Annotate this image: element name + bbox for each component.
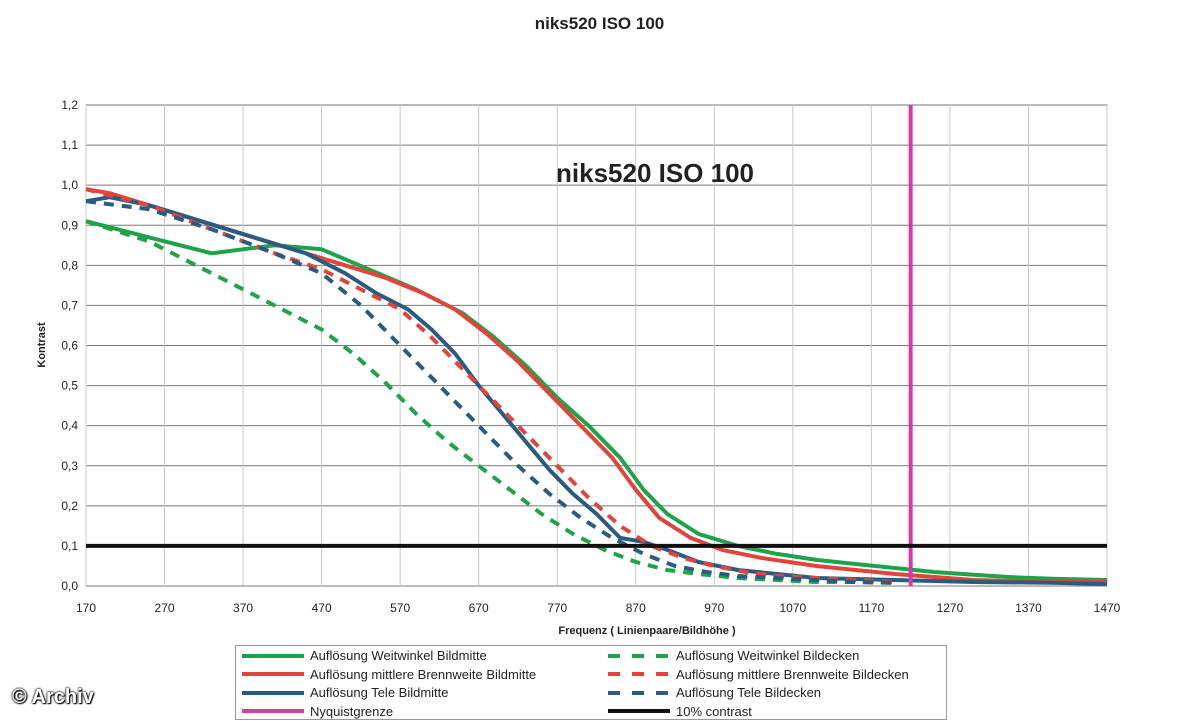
x-tick-label: 170 xyxy=(76,601,96,615)
legend-label: Auflösung Weitwinkel Bildmitte xyxy=(310,648,487,663)
y-tick-label: 0,1 xyxy=(61,539,78,553)
y-tick-label: 0,3 xyxy=(61,459,78,473)
x-tick-label: 1170 xyxy=(858,601,884,615)
y-tick-label: 1,1 xyxy=(61,138,78,152)
x-tick-label: 370 xyxy=(233,601,253,615)
legend-entry: Auflösung Tele Bildecken xyxy=(608,683,821,702)
x-tick-label: 570 xyxy=(390,601,410,615)
x-tick-label: 1470 xyxy=(1094,601,1121,615)
legend-label: 10% contrast xyxy=(676,703,752,719)
y-tick-label: 0,5 xyxy=(61,379,78,393)
x-tick-label: 970 xyxy=(704,601,724,615)
x-tick-label: 1370 xyxy=(1015,601,1042,615)
legend-swatch xyxy=(242,672,304,676)
legend-label: Auflösung Weitwinkel Bildecken xyxy=(676,648,860,663)
y-tick-label: 0,2 xyxy=(61,499,78,513)
legend-entry: Auflösung Weitwinkel Bildmitte xyxy=(242,646,487,665)
y-tick-label: 0,9 xyxy=(61,218,78,232)
x-tick-label: 270 xyxy=(155,601,175,615)
x-tick-label: 870 xyxy=(626,601,646,615)
chart-plot: 0,0 0,1 0,2 0,3 0,4 0,5 0,6 0,7 0,8 0,9 1,0 1,1 1,2 1… xyxy=(61,98,1121,615)
legend-swatch xyxy=(608,709,670,713)
legend-swatch xyxy=(242,709,304,713)
series-line-1 xyxy=(85,219,1108,582)
legend-entry: Auflösung Weitwinkel Bildecken xyxy=(608,646,859,665)
x-tick-label: 470 xyxy=(312,601,332,615)
y-tick-label: 0,6 xyxy=(61,339,78,353)
y-tick-label: 0,0 xyxy=(61,579,78,593)
chart-legend: Auflösung Weitwinkel Bildmitte Auflösung … xyxy=(235,645,947,720)
y-tick-label: 0,8 xyxy=(61,258,78,272)
legend-entry: 10% contrast xyxy=(608,702,752,721)
legend-swatch xyxy=(242,653,304,658)
legend-entry: Auflösung mittlere Brennweite Bildmitte xyxy=(242,665,536,684)
x-axis-label: Frequenz ( Linienpaare/Bildhöhe ) xyxy=(558,625,736,637)
x-tick-label: 770 xyxy=(547,601,567,615)
legend-swatch xyxy=(608,653,670,658)
y-tick-label: 1,2 xyxy=(61,98,78,112)
legend-label: Auflösung Tele Bildecken xyxy=(676,685,822,700)
legend-swatch xyxy=(608,672,670,676)
legend-label: Auflösung mittlere Brennweite Bildecken xyxy=(676,666,909,682)
x-tick-label: 670 xyxy=(469,601,489,615)
legend-entry: Auflösung Tele Bildmitte xyxy=(242,683,449,702)
legend-entry: Nyquistgrenze xyxy=(242,702,393,721)
legend-entry: Auflösung mittlere Brennweite Bildecken xyxy=(608,665,909,684)
y-tick-label: 1,0 xyxy=(61,178,78,192)
legend-swatch xyxy=(608,690,670,695)
y-tick-label: 0,7 xyxy=(61,298,78,312)
legend-label: Nyquistgrenze xyxy=(310,703,394,719)
y-tick-label: 0,4 xyxy=(61,419,78,433)
x-tick-label: 1270 xyxy=(937,601,964,615)
x-tick-label: 1070 xyxy=(779,601,806,615)
legend-swatch xyxy=(242,690,304,695)
chart-subtitle: niks520 ISO 100 xyxy=(556,158,755,188)
legend-label: Auflösung Tele Bildmitte xyxy=(310,685,449,700)
legend-label: Auflösung mittlere Brennweite Bildmitte xyxy=(310,666,537,682)
chart-title: niks520 ISO 100 xyxy=(534,14,665,33)
series-line-3 xyxy=(85,195,1108,586)
watermark: © Archiv xyxy=(12,686,94,708)
series-line-6 xyxy=(85,199,895,585)
y-axis-label: Kontrast xyxy=(36,322,48,368)
